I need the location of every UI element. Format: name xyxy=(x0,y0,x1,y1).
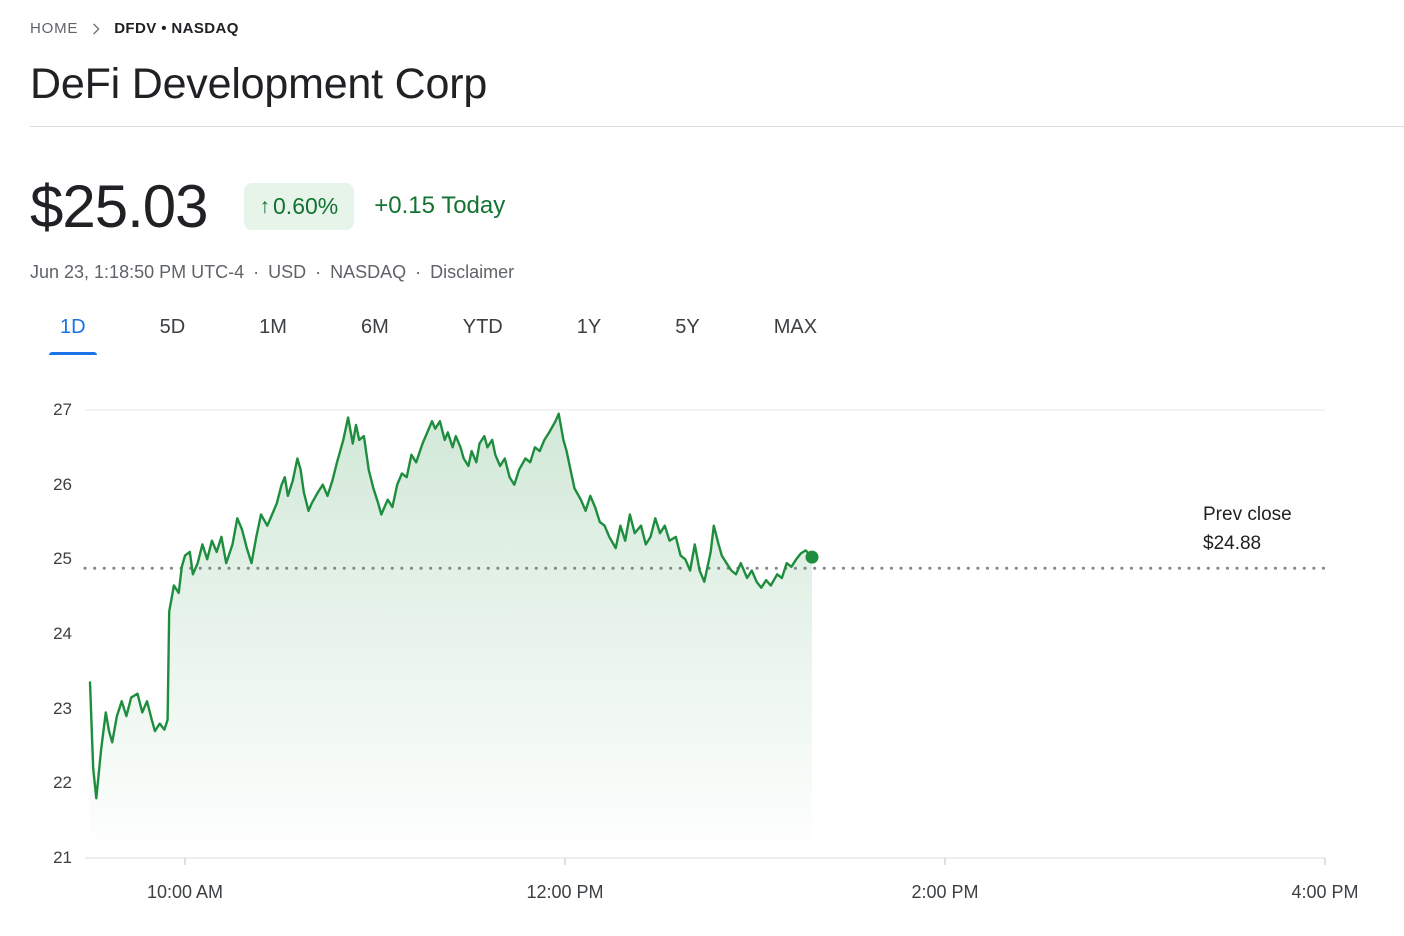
quote-exchange: NASDAQ xyxy=(330,262,407,282)
y-axis-label: 27 xyxy=(53,400,72,419)
tab-5d[interactable]: 5D xyxy=(142,310,204,355)
meta-separator: · xyxy=(315,262,322,282)
tab-5y[interactable]: 5Y xyxy=(657,310,717,355)
current-price: $25.03 xyxy=(30,172,209,240)
page-title: DeFi Development Corp xyxy=(30,60,488,108)
tab-max-label: MAX xyxy=(773,316,818,338)
breadcrumb: HOME DFDV • NASDAQ xyxy=(30,20,239,37)
chart-canvas[interactable] xyxy=(0,360,1404,936)
change-percent-badge: ↑ 0.60% xyxy=(243,182,355,230)
x-axis-label: 2:00 PM xyxy=(911,882,979,902)
tab-6m[interactable]: 6M xyxy=(343,310,407,355)
tab-1d[interactable]: 1D xyxy=(42,310,104,355)
meta-separator: · xyxy=(253,262,260,282)
quote-row: $25.03 ↑ 0.60% +0.15 Today xyxy=(30,168,505,244)
tab-6m-label: 6M xyxy=(360,316,389,338)
breadcrumb-ticker: DFDV • NASDAQ xyxy=(114,20,239,37)
active-tab-underline xyxy=(49,352,97,355)
x-axis-label: 4:00 PM xyxy=(1291,882,1359,902)
range-tabs: 1D 5D 1M 6M YTD 1Y 5Y MAX xyxy=(42,310,835,355)
tab-5y-label: 5Y xyxy=(675,316,700,338)
tab-1d-label: 1D xyxy=(60,316,86,338)
tab-5d-label: 5D xyxy=(159,316,186,338)
y-axis-label: 26 xyxy=(53,475,72,494)
tab-max[interactable]: MAX xyxy=(756,310,835,355)
quote-timestamp: Jun 23, 1:18:50 PM UTC-4 xyxy=(30,262,245,282)
prev-close-annotation: Prev close $24.88 xyxy=(1203,500,1292,558)
change-percent: 0.60% xyxy=(273,192,339,219)
meta-separator: · xyxy=(415,262,422,282)
x-axis-label: 12:00 PM xyxy=(526,882,604,902)
x-axis-label: 10:00 AM xyxy=(146,882,224,902)
header-divider xyxy=(30,126,1404,127)
tab-ytd[interactable]: YTD xyxy=(445,310,521,355)
prev-close-value: $24.88 xyxy=(1203,533,1262,554)
change-absolute: +0.15 Today xyxy=(374,192,506,219)
y-axis-label: 24 xyxy=(53,624,72,643)
prev-close-label: Prev close xyxy=(1203,504,1292,525)
tab-1m[interactable]: 1M xyxy=(241,310,305,355)
tab-1y[interactable]: 1Y xyxy=(559,310,619,355)
quote-currency: USD xyxy=(268,262,307,282)
chevron-right-icon xyxy=(93,23,100,34)
quote-meta: Jun 23, 1:18:50 PM UTC-4 · USD · NASDAQ … xyxy=(30,262,514,283)
tab-1y-label: 1Y xyxy=(576,316,602,338)
tab-1m-label: 1M xyxy=(259,316,287,338)
arrow-up-icon: ↑ xyxy=(259,194,271,218)
y-axis-label: 23 xyxy=(53,699,72,718)
breadcrumb-home-link[interactable]: HOME xyxy=(30,20,79,37)
price-chart[interactable]: 27 26 25 24 23 22 21 10:00 AM 12:00 PM 2… xyxy=(0,360,1404,936)
y-axis-label: 25 xyxy=(53,549,72,568)
y-axis-label: 21 xyxy=(53,848,72,867)
tab-ytd-label: YTD xyxy=(462,316,503,338)
y-axis-label: 22 xyxy=(53,773,72,792)
disclaimer-link[interactable]: Disclaimer xyxy=(430,262,515,282)
